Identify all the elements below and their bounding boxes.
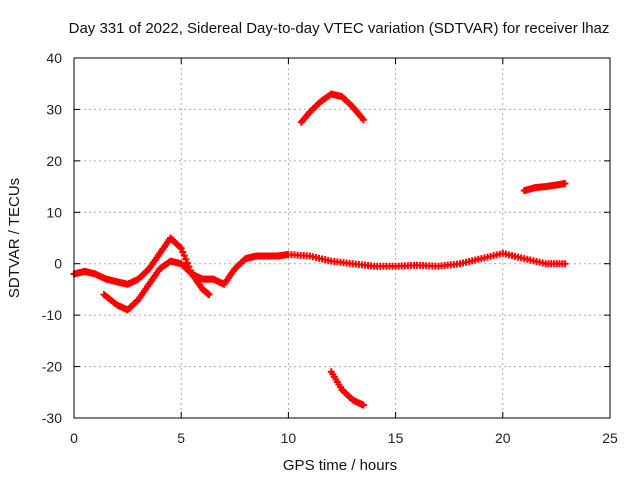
data-points: [70, 90, 569, 409]
data-point: [359, 401, 367, 409]
x-tick-label: 10: [281, 430, 297, 446]
y-tick-label: -10: [42, 307, 62, 323]
series-track-1: [70, 234, 569, 288]
data-point: [183, 259, 191, 267]
axis-ticks: 0 5 10 15 20 25 -30 -20 -10 0 10 20 30 40: [42, 50, 618, 446]
y-tick-label: -30: [42, 410, 62, 426]
data-point: [359, 116, 367, 124]
chart-title: Day 331 of 2022, Sidereal Day-to-day VTE…: [69, 20, 610, 37]
grid: [74, 58, 610, 418]
y-tick-label: 40: [46, 50, 62, 66]
x-axis-label: GPS time / hours: [283, 457, 397, 474]
x-tick-label: 25: [602, 430, 618, 446]
series-track-5: [520, 179, 569, 195]
plot-frame: [73, 57, 611, 419]
data-point: [179, 248, 187, 256]
series-track-3: [297, 90, 367, 126]
y-tick-label: 10: [46, 204, 62, 220]
series-track-2: [100, 257, 213, 314]
y-tick-label: 30: [46, 101, 62, 117]
y-tick-label: 0: [54, 256, 62, 272]
data-point: [177, 244, 185, 252]
data-point: [182, 255, 190, 263]
data-point: [561, 260, 569, 268]
y-axis-label: SDTVAR / TECUs: [6, 178, 23, 298]
x-tick-label: 5: [177, 430, 185, 446]
data-point: [205, 291, 213, 299]
y-tick-label: -20: [42, 359, 62, 375]
series-track-4: [327, 368, 367, 409]
y-tick-label: 20: [46, 153, 62, 169]
x-tick-label: 20: [495, 430, 511, 446]
data-point: [180, 252, 188, 260]
x-tick-label: 15: [388, 430, 404, 446]
data-point: [561, 179, 569, 187]
x-tick-label: 0: [70, 430, 78, 446]
